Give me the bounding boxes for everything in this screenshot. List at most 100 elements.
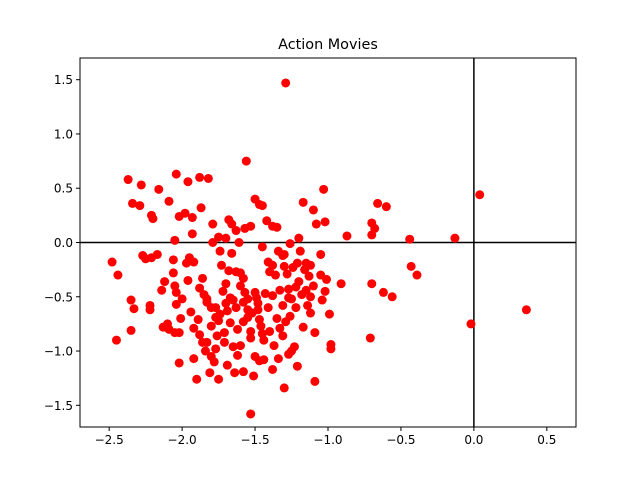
data-point <box>285 239 295 249</box>
data-point <box>387 292 397 302</box>
y-tick-label: −1.0 <box>44 345 73 359</box>
data-point <box>235 281 245 291</box>
data-point <box>256 321 266 331</box>
data-point <box>227 248 237 258</box>
data-point <box>246 409 256 419</box>
data-point <box>211 303 221 313</box>
chart-title: Action Movies <box>278 37 378 53</box>
x-tick-label: 0.5 <box>537 433 556 447</box>
data-point <box>301 285 311 295</box>
data-point <box>285 311 295 321</box>
data-point <box>230 368 240 378</box>
data-point <box>128 198 138 208</box>
data-point <box>233 350 243 360</box>
data-point <box>257 201 267 211</box>
x-tick-label: −2.0 <box>168 433 197 447</box>
data-point <box>211 344 221 354</box>
data-point <box>187 229 197 239</box>
data-point <box>265 267 275 277</box>
data-point <box>195 330 205 340</box>
data-point <box>218 286 228 296</box>
data-point <box>298 197 308 207</box>
data-point <box>195 172 205 182</box>
data-point <box>135 201 145 211</box>
data-point <box>521 305 531 315</box>
data-point <box>281 78 291 88</box>
data-point <box>246 221 256 231</box>
data-point <box>304 271 314 281</box>
data-point <box>186 307 196 317</box>
data-point <box>136 180 146 190</box>
data-point <box>219 328 229 338</box>
data-point <box>310 376 320 386</box>
x-axis: −2.5 −2.0 −1.5 −1.0 −0.5 0.0 0.5 <box>95 427 556 447</box>
data-point <box>107 257 117 267</box>
data-point <box>412 270 422 280</box>
data-point <box>168 268 178 278</box>
data-point <box>294 277 304 287</box>
data-point <box>219 337 229 347</box>
data-point <box>320 286 330 296</box>
data-point <box>308 281 318 291</box>
data-point <box>199 290 209 300</box>
data-point <box>279 383 289 393</box>
data-point <box>238 317 248 327</box>
data-point <box>205 368 215 378</box>
data-point <box>268 291 278 301</box>
data-point <box>275 285 285 295</box>
data-point <box>308 205 318 215</box>
data-point <box>152 249 162 259</box>
data-point <box>225 293 235 303</box>
data-point <box>322 274 332 284</box>
data-point <box>211 312 221 322</box>
data-point <box>113 270 123 280</box>
data-point <box>272 313 282 323</box>
data-point <box>298 322 308 332</box>
data-point <box>367 230 377 240</box>
data-point <box>168 255 178 265</box>
y-tick-label: 0.5 <box>54 182 73 196</box>
data-point <box>305 308 315 318</box>
data-point <box>246 326 256 336</box>
data-point <box>187 213 197 223</box>
data-point <box>148 214 158 224</box>
data-point <box>202 297 212 307</box>
data-point <box>249 371 259 381</box>
data-point <box>365 333 375 343</box>
data-point <box>367 279 377 289</box>
data-point <box>259 355 269 365</box>
data-point <box>241 156 251 166</box>
data-point <box>405 234 415 244</box>
data-point <box>212 331 222 341</box>
data-point <box>287 294 297 304</box>
x-tick-label: −1.0 <box>313 433 342 447</box>
data-point <box>311 219 321 229</box>
data-point <box>217 260 227 270</box>
data-point <box>171 169 181 179</box>
data-point <box>263 303 273 313</box>
data-point <box>303 300 313 310</box>
data-point <box>294 233 304 243</box>
data-point <box>278 331 288 341</box>
data-point <box>176 313 186 323</box>
data-point <box>292 361 302 371</box>
x-tick-label: −0.5 <box>386 433 415 447</box>
data-point <box>406 261 416 271</box>
data-point <box>145 305 155 315</box>
data-point <box>192 374 202 384</box>
data-point <box>265 326 275 336</box>
data-point <box>342 231 352 241</box>
data-point <box>310 328 320 338</box>
data-point <box>203 173 213 183</box>
data-point <box>278 251 288 261</box>
data-point <box>126 295 136 305</box>
data-point <box>224 266 234 276</box>
x-tick-label: −1.5 <box>240 433 269 447</box>
data-point <box>243 305 253 315</box>
data-point <box>450 233 460 243</box>
data-point <box>177 294 187 304</box>
data-point <box>300 265 310 275</box>
data-point <box>160 277 170 287</box>
data-point <box>215 246 225 256</box>
